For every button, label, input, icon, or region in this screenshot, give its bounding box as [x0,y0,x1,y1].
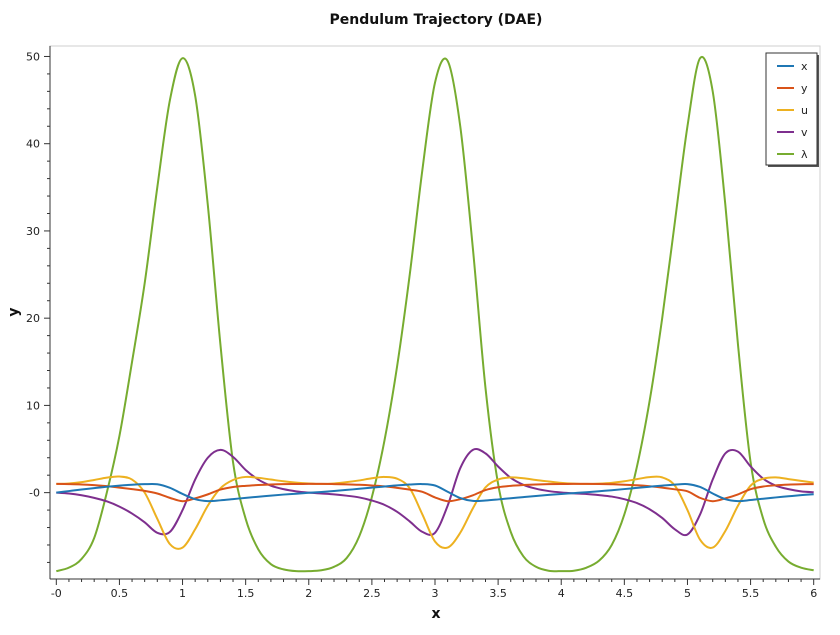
x-tick-label: 3 [432,587,439,600]
chart-title: Pendulum Trajectory (DAE) [330,12,543,28]
y-axis-label: y [6,307,22,316]
y-tick-label: 20 [26,312,40,325]
x-tick-label: 2.5 [363,587,381,600]
y-tick-label: 50 [26,50,40,63]
series-line-y [56,482,814,503]
series-group [56,55,814,573]
y-tick-label: 40 [26,138,40,151]
y-tick-label: -0 [29,487,40,500]
series-line-u [56,475,814,550]
legend-entry-label: x [801,60,808,73]
x-tick-label: 0.5 [111,587,129,600]
x-tick-label: -0 [51,587,62,600]
series-line-x [56,482,814,503]
x-axis: -0 0.5 1 1.5 2 2.5 3 3.5 4 4.5 5 5.5 6 [50,578,820,600]
y-axis: -0 10 20 30 40 50 [26,46,51,579]
x-tick-label: 6 [810,587,817,600]
y-tick-label: 30 [26,225,40,238]
x-tick-label: 2 [305,587,312,600]
x-tick-label: 5 [684,587,691,600]
x-tick-label: 1.5 [237,587,255,600]
series-line-v [56,448,814,537]
x-tick-label: 5.5 [742,587,760,600]
legend-box [765,52,818,166]
x-tick-label: 4 [558,587,565,600]
x-tick-label: 3.5 [489,587,507,600]
legend-entry-label: y [801,82,808,95]
x-axis-label: x [431,606,440,622]
legend-entry-label: u [801,104,808,117]
series-line-lambda [56,55,814,573]
legend-entry-label: v [801,126,808,139]
x-tick-label: 1 [179,587,186,600]
x-tick-label: 4.5 [616,587,634,600]
legend-entry-label: λ [801,148,808,161]
y-tick-label: 10 [26,399,40,412]
